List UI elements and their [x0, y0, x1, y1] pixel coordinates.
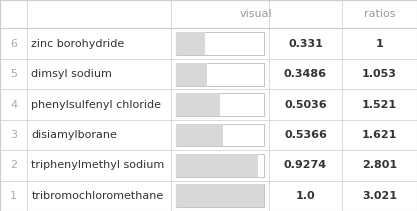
Bar	[176, 93, 220, 116]
Text: 2: 2	[10, 160, 17, 170]
Text: 1.521: 1.521	[362, 100, 397, 110]
Text: 1.0: 1.0	[296, 191, 315, 201]
Text: tribromochloromethane: tribromochloromethane	[31, 191, 163, 201]
Text: 0.331: 0.331	[288, 39, 323, 49]
Text: 2.801: 2.801	[362, 160, 397, 170]
Text: 1.053: 1.053	[362, 69, 397, 79]
Text: 4: 4	[10, 100, 17, 110]
Text: 1: 1	[376, 39, 383, 49]
Bar	[176, 32, 205, 55]
Text: phenylsulfenyl chloride: phenylsulfenyl chloride	[31, 100, 161, 110]
Bar	[176, 32, 264, 55]
Text: triphenylmethyl sodium: triphenylmethyl sodium	[31, 160, 165, 170]
Text: 1: 1	[10, 191, 17, 201]
Bar	[176, 124, 264, 146]
Text: 1.621: 1.621	[362, 130, 397, 140]
Text: disiamylborane: disiamylborane	[31, 130, 117, 140]
Text: 5: 5	[10, 69, 17, 79]
Bar	[176, 154, 264, 177]
Text: 0.3486: 0.3486	[284, 69, 327, 79]
Text: dimsyl sodium: dimsyl sodium	[31, 69, 112, 79]
Bar	[176, 63, 264, 85]
Text: 0.5036: 0.5036	[284, 100, 327, 110]
Text: 0.5366: 0.5366	[284, 130, 327, 140]
Text: 6: 6	[10, 39, 17, 49]
Bar	[176, 184, 264, 207]
Text: 0.9274: 0.9274	[284, 160, 327, 170]
Bar	[176, 184, 264, 207]
Bar	[176, 124, 223, 146]
Bar	[176, 63, 207, 85]
Text: 3: 3	[10, 130, 17, 140]
Text: ratios: ratios	[364, 9, 395, 19]
Bar	[176, 93, 264, 116]
Text: visual: visual	[240, 9, 273, 19]
Text: 3.021: 3.021	[362, 191, 397, 201]
Text: zinc borohydride: zinc borohydride	[31, 39, 125, 49]
Bar	[176, 154, 258, 177]
